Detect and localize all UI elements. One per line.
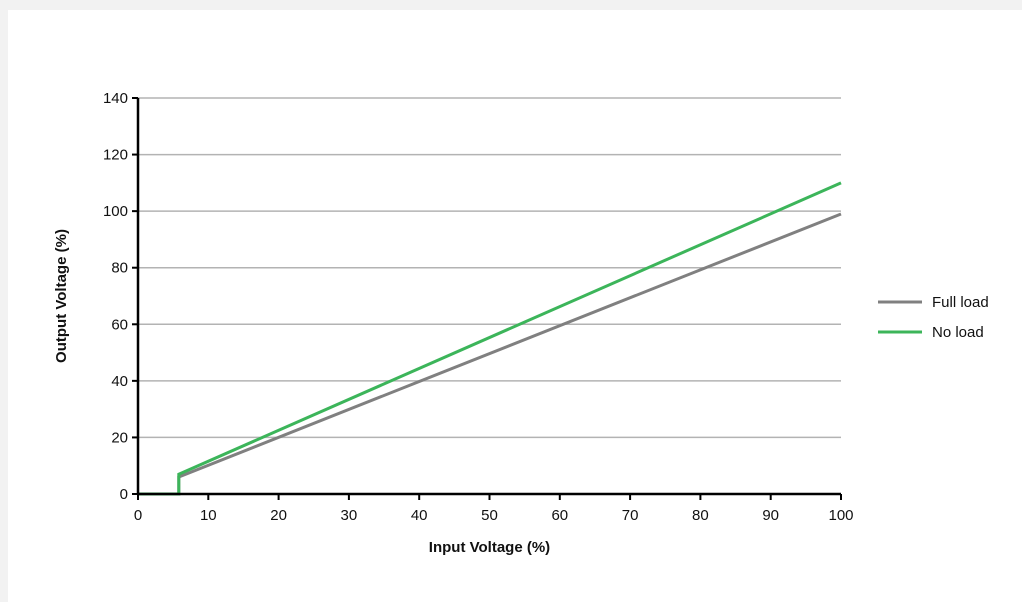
axes [132,97,842,500]
y-tick-label: 120 [103,147,128,164]
y-tick-label: 60 [111,316,128,333]
series-line-1 [138,181,842,496]
x-tick-label: 0 [134,507,142,524]
y-tick-label: 140 [103,90,128,107]
y-tick-label: 20 [111,429,128,446]
y-tick-label: 40 [111,373,128,390]
x-tick-label: 20 [270,507,287,524]
legend-label-0: Full load [932,294,989,311]
x-tick-label: 10 [200,507,217,524]
y-tick-label: 0 [120,486,128,503]
x-tick-label: 50 [481,507,498,524]
legend-label-1: No load [932,324,984,341]
series-lines [138,181,842,496]
x-axis-title: Input Voltage (%) [429,539,550,556]
y-tick-label: 80 [111,260,128,277]
tick-labels: 0 20 40 60 80 100 120 140 0 10 20 30 40 50 60 70 80 90 100 [103,90,854,524]
line-chart: 0 20 40 60 80 100 120 140 0 10 20 30 40 50 60 70 80 90 100… [53,90,989,556]
y-tick-label: 100 [103,203,128,220]
chart-card: 0 20 40 60 80 100 120 140 0 10 20 30 40 50 60 70 80 90 100… [8,10,1022,602]
legend: Full load No load [878,294,989,341]
x-tick-label: 40 [411,507,428,524]
x-tick-label: 100 [828,507,853,524]
x-tick-label: 60 [551,507,568,524]
x-tick-label: 30 [341,507,358,524]
x-tick-label: 90 [762,507,779,524]
grid [138,97,841,439]
x-tick-label: 70 [622,507,639,524]
y-axis-title: Output Voltage (%) [53,229,70,363]
series-line-0 [138,212,842,496]
x-tick-label: 80 [692,507,709,524]
